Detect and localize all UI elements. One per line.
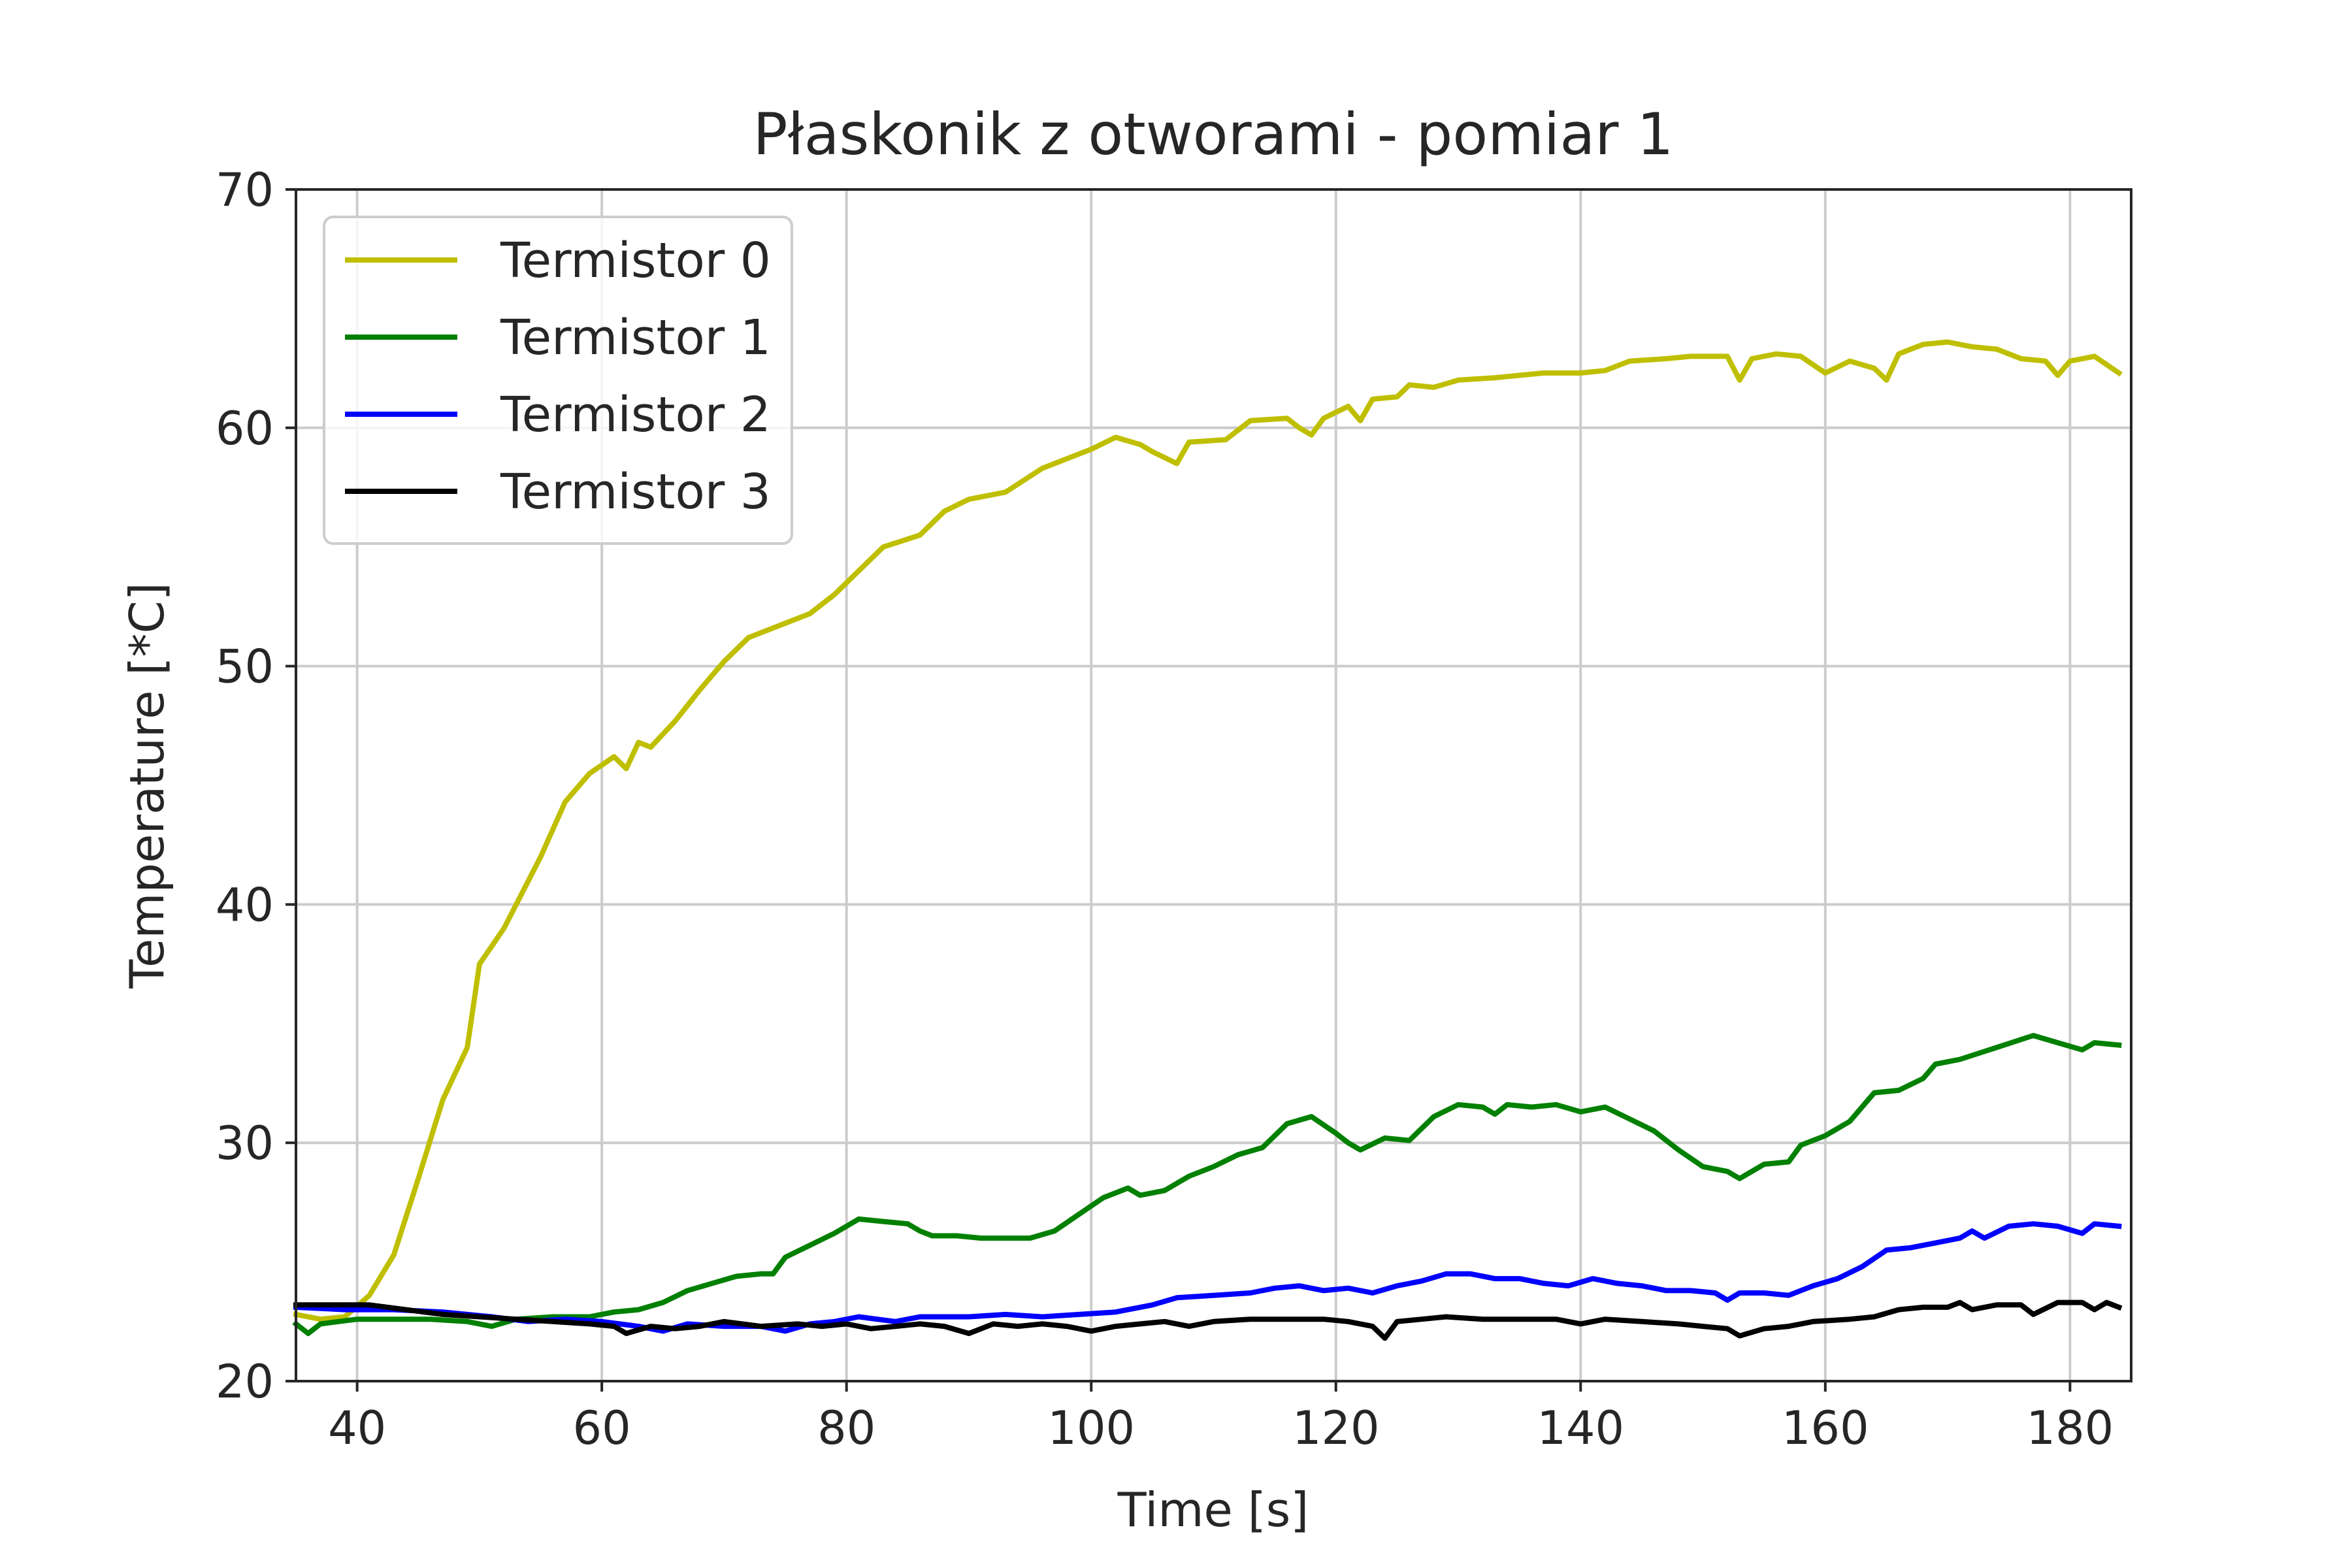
series-line-termistor-0 (293, 339, 2123, 1322)
y-tick-label: 70 (216, 163, 274, 217)
x-axis-label: Time [s] (1117, 1482, 1309, 1537)
y-tick-label: 50 (216, 640, 274, 694)
series-line-termistor-3 (293, 1299, 2123, 1341)
x-tick-label: 40 (328, 1401, 386, 1455)
x-tick-label: 80 (817, 1401, 875, 1455)
legend-label: Termistor 1 (500, 310, 771, 366)
legend-label: Termistor 2 (500, 387, 771, 443)
y-tick-label: 40 (216, 878, 274, 932)
x-tick-label: 180 (2027, 1401, 2114, 1455)
legend-box (323, 216, 793, 545)
x-tick-label: 100 (1047, 1401, 1135, 1455)
x-axis: 40 60 80 100 120 140 160 180 (328, 1381, 2114, 1455)
plot-frame (295, 188, 2132, 1382)
y-tick-label: 30 (216, 1117, 274, 1170)
legend-label: Termistor 0 (500, 233, 771, 289)
series-lines (292, 339, 2123, 1341)
series-line-termistor-2 (293, 1221, 2122, 1334)
y-axis: 20 30 40 50 60 70 (216, 163, 296, 1409)
chart-title: Płaskonik z otworami - pomiar 1 (753, 101, 1674, 168)
x-tick-label: 140 (1537, 1401, 1624, 1455)
x-tick-label: 120 (1292, 1401, 1380, 1455)
x-tick-label: 160 (1782, 1401, 1869, 1455)
x-tick-label: 60 (573, 1401, 631, 1455)
legend: Termistor 0 Termistor 1 Termistor 2 Termist… (323, 216, 793, 545)
y-axis-label: Temperature [*C] (120, 582, 174, 988)
series-line-termistor-1 (292, 1033, 2122, 1336)
y-tick-label: 20 (216, 1355, 274, 1409)
legend-label: Termistor 3 (500, 464, 771, 520)
y-tick-label: 60 (216, 402, 274, 455)
